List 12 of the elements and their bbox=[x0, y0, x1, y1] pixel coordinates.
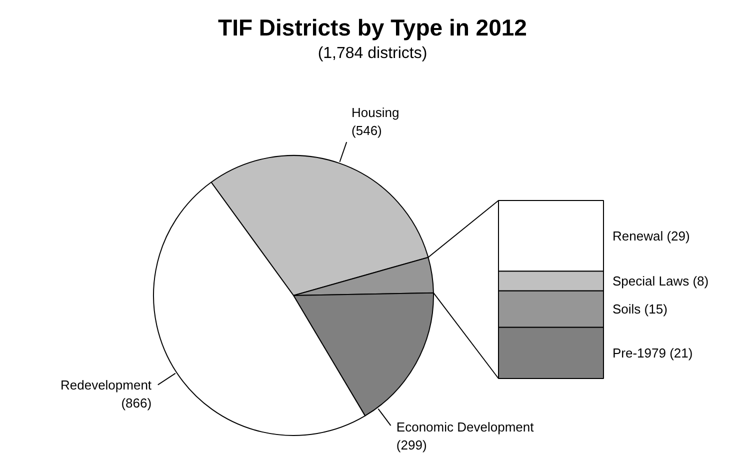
data-label: (546) bbox=[352, 122, 382, 138]
data-label: (299) bbox=[396, 438, 427, 453]
chart-title: TIF Districts by Type in 2012 bbox=[218, 14, 527, 40]
series-label: Soils (15) bbox=[612, 301, 668, 316]
slice-label: Economic Development bbox=[396, 420, 534, 435]
data-label: (866) bbox=[121, 395, 152, 410]
slice-label: Housing bbox=[352, 104, 400, 120]
chart-subtitle: (1,784 districts) bbox=[318, 45, 428, 62]
series-label: Renewal (29) bbox=[612, 228, 690, 244]
series-label: Pre-1979 (21) bbox=[612, 345, 693, 360]
series-label: Special Laws (8) bbox=[612, 273, 709, 288]
slice-label: Redevelopment bbox=[60, 377, 152, 392]
